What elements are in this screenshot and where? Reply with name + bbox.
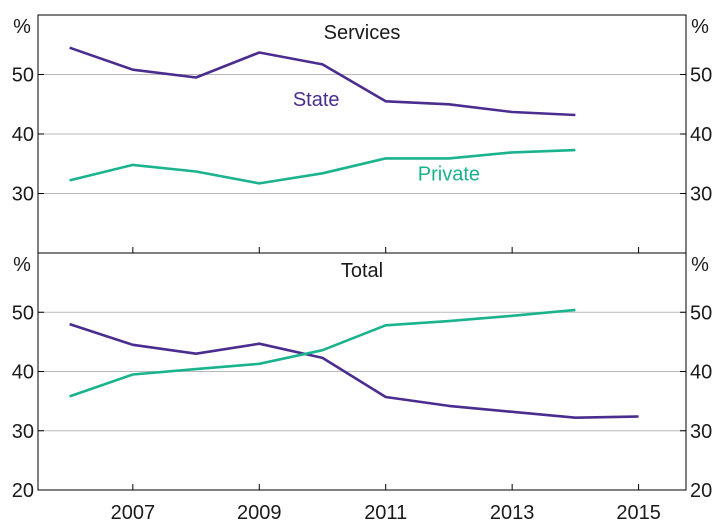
y-tick-label-right: 40 <box>690 362 712 384</box>
x-tick-label: 2009 <box>237 502 282 522</box>
y-unit-left: % <box>13 16 31 38</box>
y-tick-label-right: 40 <box>690 124 712 146</box>
y-tick-label-right: 50 <box>690 302 712 324</box>
y-tick-label-left: 30 <box>12 421 34 443</box>
y-tick-label-right: 20 <box>690 480 712 502</box>
y-tick-label-left: 50 <box>12 302 34 324</box>
series-line-state <box>69 46 576 117</box>
series-label-state: State <box>293 89 340 111</box>
series-line-state <box>69 322 639 419</box>
y-tick-label-left: 20 <box>12 480 34 502</box>
panel-title: Services <box>324 22 401 44</box>
y-tick-label-right: 50 <box>690 65 712 87</box>
y-tick-label-left: 50 <box>12 65 34 87</box>
y-unit-right: % <box>691 254 709 276</box>
y-tick-label-left: 30 <box>12 184 34 206</box>
y-unit-right: % <box>691 16 709 38</box>
x-tick-label: 2015 <box>616 502 661 522</box>
x-tick-label: 2011 <box>364 502 407 522</box>
panel-title: Total <box>341 260 383 282</box>
y-tick-label-left: 40 <box>12 124 34 146</box>
y-unit-left: % <box>13 254 31 276</box>
y-tick-label-right: 30 <box>690 184 712 206</box>
series-label-private: Private <box>418 163 480 185</box>
x-tick-label: 2013 <box>490 502 535 522</box>
x-tick-label: 2007 <box>111 502 156 522</box>
y-tick-label-left: 40 <box>12 362 34 384</box>
y-tick-label-right: 30 <box>690 421 712 443</box>
series-line-private <box>69 148 576 185</box>
series-line-private <box>69 308 576 398</box>
panel-total: 20 20 30 30 40 40 50 50% % Total 2007 2009 2011 2013 2… <box>12 252 712 522</box>
panel-services: 30 30 40 40 50 50% % Services State Private <box>12 14 712 254</box>
